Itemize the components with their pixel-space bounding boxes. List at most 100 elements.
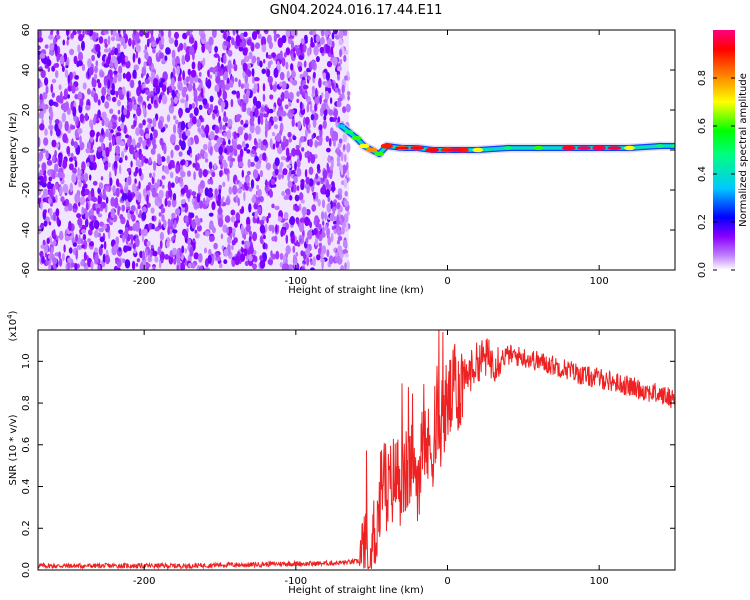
noise-speck: [281, 57, 286, 67]
noise-speck: [85, 147, 91, 154]
noise-speck: [88, 210, 92, 218]
noise-speck: [158, 189, 164, 199]
noise-speck: [67, 85, 73, 92]
noise-speck: [250, 42, 255, 52]
colorbar-label: Normalized spectral amplitude: [738, 73, 749, 227]
noise-speck: [150, 244, 154, 249]
noise-speck: [246, 216, 251, 227]
noise-speck: [143, 188, 146, 198]
noise-speck: [170, 77, 175, 87]
noise-speck: [307, 230, 313, 240]
noise-speck: [259, 170, 264, 178]
noise-speck: [333, 108, 339, 118]
noise-speck: [138, 228, 142, 237]
noise-speck: [87, 58, 92, 69]
noise-speck: [222, 196, 225, 201]
noise-speck: [278, 99, 283, 104]
noise-speck: [59, 154, 63, 163]
noise-speck: [344, 30, 348, 37]
noise-speck: [285, 30, 291, 38]
track-point: [624, 145, 635, 151]
noise-speck: [338, 88, 341, 96]
snr-frame: [37, 329, 676, 571]
noise-speck: [181, 87, 187, 98]
noise-speck: [44, 252, 48, 258]
noise-speck: [97, 196, 102, 205]
noise-speck: [277, 216, 283, 222]
noise-speck: [265, 179, 268, 188]
noise-speck: [173, 233, 176, 240]
noise-speck: [105, 254, 110, 265]
noise-speck: [141, 211, 147, 221]
noise-speck: [134, 152, 138, 161]
noise-speck: [105, 196, 109, 204]
noise-speck: [162, 126, 166, 132]
noise-speck: [175, 208, 181, 216]
noise-speck: [327, 155, 331, 163]
noise-speck: [81, 229, 87, 234]
noise-speck: [198, 253, 203, 263]
y-tick-label: 40: [21, 64, 32, 77]
noise-speck: [191, 102, 195, 109]
noise-speck: [47, 197, 52, 204]
noise-speck: [92, 31, 97, 42]
noise-speck: [106, 217, 111, 223]
noise-speck: [214, 144, 218, 151]
noise-speck: [168, 162, 173, 170]
noise-speck: [173, 96, 178, 105]
noise-speck: [104, 163, 109, 171]
noise-speck: [194, 217, 198, 223]
noise-speck: [49, 207, 53, 217]
noise-speck: [299, 101, 303, 111]
noise-speck: [290, 170, 296, 176]
noise-speck: [314, 95, 320, 106]
noise-speck: [120, 189, 124, 194]
noise-speck: [90, 122, 94, 131]
noise-speck: [222, 116, 229, 123]
noise-speck: [112, 136, 115, 147]
noise-speck: [224, 148, 228, 154]
noise-speck: [233, 131, 237, 140]
noise-speck: [185, 129, 191, 137]
noise-speck: [310, 154, 316, 164]
noise-speck: [95, 203, 101, 210]
colorbar-ticks: 0.0 0.2 0.4 0.6 0.8: [697, 70, 735, 278]
noise-speck: [153, 99, 157, 106]
noise-speck: [184, 52, 191, 63]
noise-speck: [302, 84, 309, 90]
noise-speck: [180, 120, 186, 131]
noise-speck: [304, 169, 308, 178]
noise-speck: [286, 164, 292, 169]
noise-speck: [304, 216, 310, 227]
noise-speck: [319, 95, 322, 105]
noise-speck: [137, 57, 141, 65]
y-tick-label: 0.0: [21, 562, 32, 578]
noise-speck: [167, 181, 172, 192]
noise-speck: [47, 66, 50, 73]
noise-speck: [40, 201, 43, 210]
noise-speck: [115, 135, 122, 145]
noise-speck: [50, 169, 54, 175]
noise-speck: [91, 54, 95, 62]
noise-speck: [103, 30, 109, 35]
noise-speck: [117, 56, 123, 63]
noise-speck: [337, 235, 343, 241]
noise-speck: [149, 172, 152, 178]
noise-speck: [223, 71, 229, 81]
noise-speck: [158, 81, 164, 88]
noise-speck: [139, 209, 142, 216]
noise-speck: [106, 58, 109, 66]
noise-speck: [177, 80, 183, 91]
noise-speck: [58, 257, 63, 267]
noise-speck: [305, 116, 310, 125]
noise-speck: [241, 240, 245, 245]
noise-speck: [146, 137, 150, 145]
noise-speck: [247, 158, 251, 168]
noise-speck: [101, 86, 107, 96]
noise-speck: [257, 206, 262, 215]
noise-speck: [166, 155, 171, 164]
noise-speck: [117, 72, 122, 82]
noise-speck: [227, 236, 232, 245]
noise-speck: [185, 76, 190, 83]
noise-speck: [331, 82, 335, 90]
